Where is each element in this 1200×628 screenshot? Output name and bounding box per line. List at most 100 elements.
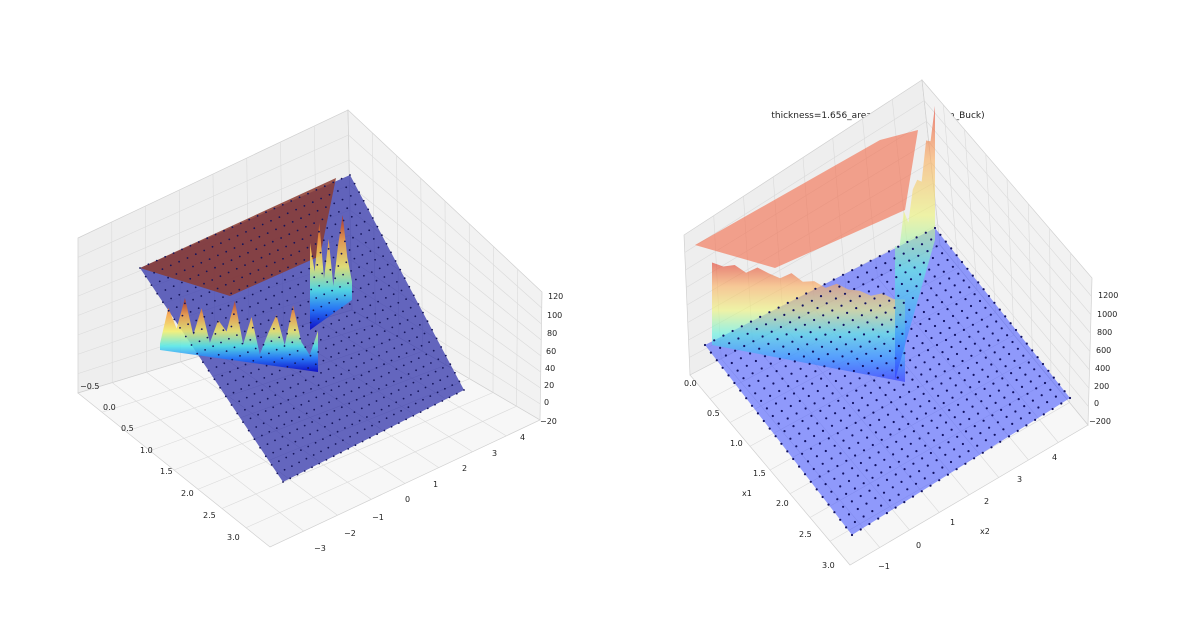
mesh-point <box>189 311 192 313</box>
mesh-point <box>167 309 170 312</box>
mesh-point <box>877 285 880 288</box>
mesh-point <box>279 402 282 405</box>
mesh-point <box>829 290 832 293</box>
mesh-point <box>282 390 284 393</box>
mesh-point <box>722 334 725 337</box>
mesh-point <box>318 284 321 287</box>
mesh-point <box>353 411 356 413</box>
mesh-point <box>1017 398 1020 401</box>
mesh-point <box>307 400 310 402</box>
mesh-point <box>853 287 856 291</box>
left-z-tick: 120 <box>548 292 563 301</box>
mesh-point <box>253 227 256 230</box>
mesh-point <box>763 355 767 358</box>
mesh-point <box>1000 327 1003 330</box>
mesh-point <box>397 301 400 304</box>
mesh-point <box>836 316 840 319</box>
left-z-tick: −20 <box>540 417 557 426</box>
mesh-point <box>400 343 403 346</box>
mesh-point <box>837 399 840 402</box>
mesh-point <box>855 307 858 310</box>
mesh-point <box>797 348 800 351</box>
mesh-point <box>296 316 299 319</box>
mesh-point <box>378 267 381 270</box>
mesh-point <box>824 449 827 453</box>
mesh-point <box>322 239 325 242</box>
mesh-point <box>804 440 807 443</box>
mesh-point <box>458 380 461 383</box>
mesh-point <box>355 224 358 227</box>
mesh-point <box>909 442 912 445</box>
mesh-point <box>948 277 951 280</box>
mesh-point <box>891 486 894 489</box>
mesh-point <box>261 223 264 226</box>
mesh-point <box>368 370 370 373</box>
mesh-point <box>762 419 765 423</box>
mesh-point <box>223 229 225 232</box>
mesh-point <box>872 411 875 414</box>
mesh-point <box>270 307 273 309</box>
mesh-point <box>825 384 829 388</box>
mesh-point <box>153 271 156 274</box>
mesh-point <box>719 346 722 349</box>
mesh-point <box>410 360 413 363</box>
mesh-point <box>897 245 900 248</box>
mesh-point <box>1012 391 1015 394</box>
mesh-point <box>1033 368 1036 371</box>
left-x-tick-labels: −0.5 0.0 0.5 1.0 1.5 2.0 2.5 3.0 <box>80 382 240 542</box>
mesh-point <box>172 285 175 288</box>
mesh-point <box>826 353 829 356</box>
right-z-tick: 400 <box>1095 364 1110 373</box>
left-x-tick: 0.0 <box>103 403 116 412</box>
mesh-point <box>273 294 275 297</box>
mesh-point <box>333 410 336 412</box>
mesh-point <box>417 357 420 359</box>
mesh-point <box>291 465 293 467</box>
mesh-point <box>340 177 343 180</box>
mesh-point <box>430 362 432 364</box>
mesh-point <box>993 351 996 354</box>
mesh-point <box>871 443 874 447</box>
mesh-point <box>353 378 355 380</box>
mesh-point <box>987 294 991 298</box>
mesh-point <box>1028 411 1031 415</box>
mesh-point <box>988 426 991 429</box>
mesh-point <box>933 226 937 230</box>
mesh-point <box>856 276 859 279</box>
mesh-point <box>955 468 958 471</box>
mesh-point <box>930 336 933 340</box>
mesh-point <box>321 272 324 275</box>
mesh-point <box>984 439 988 442</box>
mesh-point <box>976 444 979 447</box>
right-surface <box>695 105 1072 537</box>
mesh-point <box>785 333 788 336</box>
mesh-point <box>376 433 378 436</box>
mesh-point <box>908 390 911 393</box>
mesh-point <box>856 357 859 360</box>
mesh-point <box>156 292 159 295</box>
mesh-point <box>893 306 896 309</box>
mesh-point <box>350 357 353 359</box>
mesh-point <box>325 380 328 383</box>
mesh-point <box>800 335 803 338</box>
mesh-point <box>279 270 281 272</box>
mesh-point <box>437 358 440 361</box>
mesh-point <box>970 437 973 440</box>
mesh-point <box>261 434 263 437</box>
mesh-point <box>349 195 352 197</box>
mesh-point <box>1052 376 1055 379</box>
mesh-point <box>929 484 932 487</box>
mesh-point <box>374 313 376 315</box>
mesh-point <box>791 340 794 343</box>
mesh-point <box>919 322 922 326</box>
mesh-point <box>973 342 977 345</box>
mesh-point <box>881 323 884 326</box>
mesh-point <box>964 430 968 433</box>
mesh-point <box>900 480 903 483</box>
mesh-point <box>336 298 338 301</box>
mesh-point <box>358 320 361 323</box>
mesh-point <box>962 279 965 282</box>
mesh-point <box>864 384 867 387</box>
mesh-point <box>310 388 312 390</box>
mesh-point <box>973 293 976 296</box>
